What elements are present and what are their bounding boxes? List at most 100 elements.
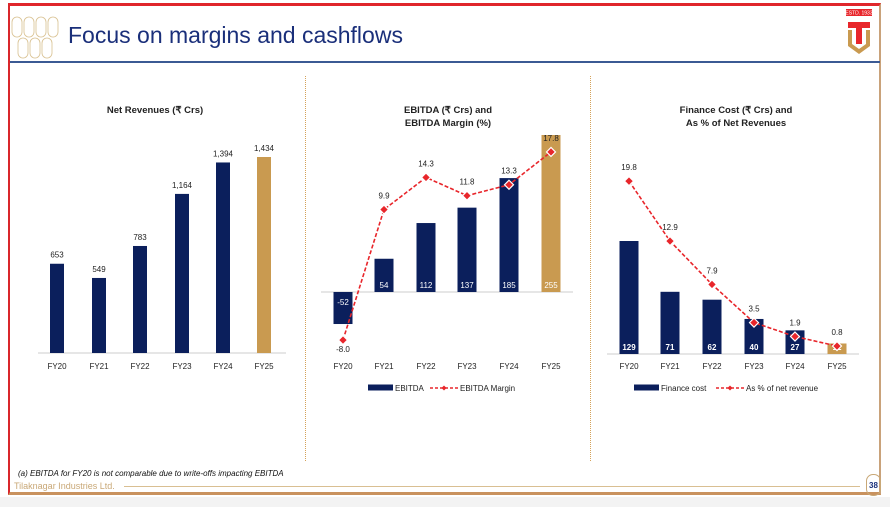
bar: [541, 135, 561, 292]
line-value-label: 14.3: [418, 159, 434, 168]
chart-title: EBITDA (₹ Crs) and: [404, 105, 492, 116]
bar: [257, 157, 271, 353]
legend-label: As % of net revenue: [746, 384, 819, 393]
panel-divider: [590, 76, 591, 461]
x-tick-label: FY23: [744, 362, 764, 371]
legend-bar-swatch: [634, 384, 659, 391]
bar: [50, 263, 64, 353]
bar: [92, 277, 106, 353]
line-series: [628, 180, 838, 347]
x-tick-label: FY21: [374, 362, 394, 371]
x-tick-label: FY22: [702, 362, 722, 371]
bar-value-label: 549: [92, 265, 106, 274]
bar-value-label: 27: [791, 343, 800, 352]
x-tick-label: FY25: [827, 362, 847, 371]
x-tick-label: FY24: [213, 362, 233, 371]
bar-value-label: 137: [460, 281, 474, 290]
x-tick-label: FY20: [333, 362, 353, 371]
line-value-label: 9.9: [378, 192, 390, 201]
bar: [619, 241, 639, 354]
line-value-label: -8.0: [336, 345, 350, 354]
bar-value-label: 54: [380, 281, 389, 290]
x-tick-label: FY25: [541, 362, 561, 371]
line-marker: [623, 175, 635, 187]
x-tick-label: FY20: [47, 362, 67, 371]
legend-marker: [727, 385, 733, 391]
bar-value-label: 71: [666, 343, 675, 352]
x-tick-label: FY21: [89, 362, 109, 371]
line-marker: [461, 190, 473, 202]
bar: [660, 291, 680, 354]
bar-value-label: 40: [750, 343, 759, 352]
line-marker: [420, 172, 432, 183]
page-title: Focus on margins and cashflows: [68, 22, 403, 48]
bar: [216, 162, 230, 353]
line-value-label: 12.9: [662, 223, 678, 232]
bar: [457, 207, 477, 292]
page-number: 38: [866, 474, 881, 496]
line-value-label: 11.8: [460, 178, 476, 187]
brand-pattern-icon: [11, 16, 59, 59]
line-marker: [831, 340, 843, 352]
line-marker: [789, 331, 801, 342]
x-tick-label: FY22: [130, 362, 150, 371]
x-tick-label: FY22: [416, 362, 436, 371]
company-logo-icon: ESTD. 1933: [845, 9, 873, 54]
x-tick-label: FY25: [254, 362, 274, 371]
line-marker: [503, 179, 515, 191]
bar-value-label: 255: [544, 281, 558, 290]
bar-value-label: 129: [622, 343, 636, 352]
bar-value-label: 1,434: [254, 144, 275, 153]
bar-value-label: 112: [420, 281, 433, 290]
bar: [416, 223, 436, 292]
bar: [702, 299, 722, 354]
window-bottom-bar: [0, 497, 890, 507]
chart-title: As % of Net Revenues: [686, 118, 786, 129]
x-tick-label: FY20: [619, 362, 639, 371]
line-value-label: 17.8: [543, 134, 559, 143]
legend-label: EBITDA: [395, 384, 425, 393]
bar-value-label: -52: [337, 298, 349, 307]
line-value-label: 19.8: [621, 163, 637, 172]
line-series: [342, 151, 552, 341]
company-name: Tilaknagar Industries Ltd.: [14, 481, 115, 491]
bar-value-label: 783: [133, 233, 147, 242]
chart-title: Net Revenues (₹ Crs): [107, 105, 203, 116]
legend-bar-swatch: [368, 384, 393, 391]
x-tick-label: FY21: [660, 362, 680, 371]
panel-divider: [305, 76, 306, 461]
footer-line: [124, 486, 860, 487]
line-value-label: 13.3: [501, 167, 517, 176]
bar-value-label: 185: [502, 281, 516, 290]
bar-value-label: 1,394: [213, 149, 234, 158]
x-tick-label: FY24: [785, 362, 805, 371]
bar: [499, 178, 519, 292]
bar: [175, 193, 189, 353]
legend-label: EBITDA Margin: [460, 384, 515, 393]
line-value-label: 0.8: [831, 328, 843, 337]
line-value-label: 1.9: [789, 319, 801, 328]
chart-title: Finance Cost (₹ Crs) and: [680, 105, 793, 116]
footnote: (a) EBITDA for FY20 is not comparable du…: [18, 469, 284, 478]
bar: [374, 258, 394, 292]
legend-label: Finance cost: [661, 384, 707, 393]
line-marker: [748, 317, 760, 328]
logo-estd-text: ESTD. 1933: [845, 11, 872, 17]
chart-title: EBITDA Margin (%): [405, 118, 491, 129]
line-marker: [337, 334, 349, 346]
line-marker: [378, 204, 390, 215]
bar-value-label: 1,164: [172, 181, 193, 190]
legend-marker: [441, 385, 447, 391]
line-value-label: 7.9: [706, 266, 718, 275]
x-tick-label: FY23: [172, 362, 192, 371]
bar: [133, 245, 147, 353]
line-marker: [664, 235, 676, 247]
header-divider: [10, 61, 880, 63]
bar-value-label: 62: [708, 343, 717, 352]
bar-value-label: 653: [50, 251, 64, 260]
line-value-label: 3.5: [748, 305, 760, 314]
line-marker: [706, 279, 718, 290]
bar: [744, 318, 764, 354]
line-marker: [545, 146, 557, 158]
x-tick-label: FY24: [499, 362, 519, 371]
